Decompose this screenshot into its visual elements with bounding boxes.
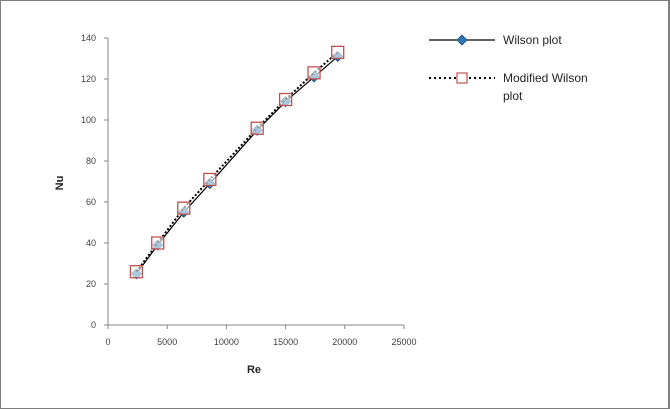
y-tick-label: 20 — [86, 279, 96, 289]
legend-label-modified-wilson-line1: Modified Wilson — [503, 71, 588, 85]
x-tick-label: 20000 — [332, 337, 357, 347]
x-tick-label: 15000 — [273, 337, 298, 347]
data-point — [278, 92, 293, 107]
series-line-modified-wilson-plot — [135, 51, 339, 273]
axes — [107, 38, 404, 326]
y-tick-label: 60 — [86, 197, 96, 207]
x-tick-label: 0 — [105, 337, 110, 347]
legend-entry-modified-wilson: Modified Wilson plot — [429, 71, 591, 103]
legend-label-modified-wilson: Modified Wilson plot — [503, 71, 591, 103]
data-point — [177, 201, 191, 215]
data-point — [129, 265, 144, 279]
x-axis-label: Re — [247, 364, 261, 376]
legend-label-modified-wilson-line2: plot — [503, 89, 523, 103]
legend: Wilson plot Modified Wilson plot — [429, 33, 591, 103]
data-point — [307, 66, 321, 80]
y-tick-labels: 0 20 40 60 80 100 120 140 — [81, 33, 108, 330]
x-tick-label: 5000 — [157, 337, 177, 347]
data-point — [151, 236, 165, 250]
series-line-wilson-plot — [135, 55, 339, 275]
y-tick-label: 140 — [81, 33, 96, 43]
legend-marker-wilson — [456, 34, 468, 46]
y-tick-label: 0 — [91, 320, 96, 330]
y-tick-label: 80 — [86, 156, 96, 166]
x-tick-labels: 0 5000 10000 15000 20000 25000 — [105, 325, 417, 347]
legend-entry-wilson: Wilson plot — [429, 33, 562, 47]
data-point — [203, 172, 217, 187]
series-modified-wilson-plot — [129, 45, 345, 279]
y-axis-label: Nu — [54, 176, 66, 191]
y-tick-label: 100 — [81, 115, 96, 125]
y-tick-label: 120 — [81, 74, 96, 84]
x-tick-label: 25000 — [391, 337, 416, 347]
legend-marker-modified-wilson — [456, 72, 468, 84]
legend-label-wilson: Wilson plot — [503, 33, 562, 47]
data-point — [250, 121, 264, 135]
y-tick-label: 40 — [86, 238, 96, 248]
x-tick-label: 10000 — [214, 337, 239, 347]
data-point — [331, 45, 345, 59]
series-layer — [129, 45, 345, 280]
